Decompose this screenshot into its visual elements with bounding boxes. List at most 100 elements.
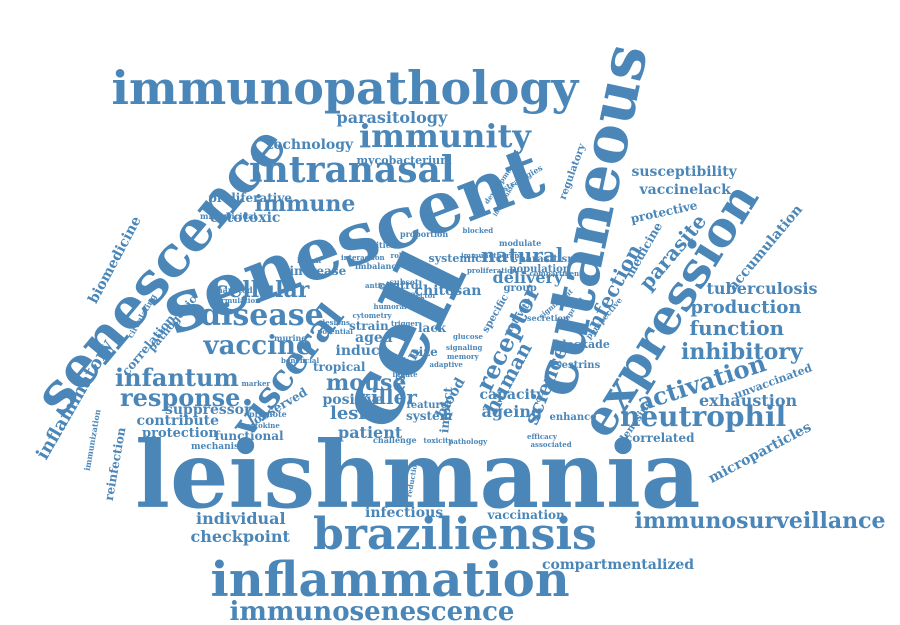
- cloud-word-susceptibility: susceptibility: [631, 164, 737, 180]
- cloud-word-murine: murine: [274, 333, 307, 343]
- cloud-word-beneficial: beneficial: [281, 355, 320, 365]
- cloud-word-compartment: compartment: [529, 268, 583, 278]
- cloud-word-vaccine: vaccine: [203, 331, 313, 361]
- cloud-word-killer: killer: [357, 385, 417, 409]
- cloud-word-size: size: [412, 345, 438, 359]
- cloud-word-vaccination: vaccination: [487, 508, 565, 522]
- cloud-word-secretion: secretion: [527, 313, 569, 323]
- cloud-word-antigen: antigen: [365, 280, 395, 290]
- cloud-word-promote: promote: [249, 409, 287, 419]
- cloud-word-production: production: [690, 297, 802, 318]
- cloud-word-tropical: tropical: [313, 360, 366, 374]
- cloud-word-positive: positive: [322, 392, 384, 408]
- cloud-word-cytometry: cytometry: [352, 310, 392, 320]
- cloud-word-exhaustion: exhaustion: [699, 391, 798, 410]
- cloud-word-immunotherapy: immunotherapy: [461, 250, 524, 260]
- cloud-word-correlated: correlated: [625, 431, 695, 445]
- cloud-word-microbicidal: microbicidal: [200, 211, 257, 221]
- cloud-word-aged: aged: [355, 330, 393, 346]
- cloud-word-mycobacterium: mycobacterium: [356, 153, 452, 167]
- cloud-word-increase: increase: [289, 264, 347, 278]
- cloud-word-mechanism: mechanism: [191, 441, 249, 452]
- cloud-word-strain: strain: [349, 319, 389, 333]
- cloud-word-marker: marker: [241, 378, 271, 388]
- cloud-word-blockade: blockade: [554, 337, 610, 351]
- cloud-word-braziliensis: braziliensis: [313, 509, 597, 560]
- cloud-word-disease: disease: [200, 298, 324, 333]
- cloud-word-sestrins: sestrins: [556, 360, 601, 371]
- cloud-word-innate: innate: [392, 369, 418, 379]
- cloud-word-adaptive: adaptive: [429, 359, 463, 369]
- cloud-word-potential: potential: [317, 326, 353, 336]
- cloud-word-signaling: signaling: [446, 342, 483, 352]
- cloud-word-group: group: [503, 283, 537, 294]
- cloud-word-modulate: modulate: [499, 238, 542, 248]
- cloud-word-systemic: systemic: [428, 251, 482, 265]
- cloud-word-exhausted: exhausted: [207, 285, 253, 295]
- cloud-word-immunity: immunity: [359, 117, 531, 155]
- cloud-word-system: system: [406, 409, 453, 423]
- cloud-word-immunopathology: immunopathology: [111, 61, 579, 115]
- cloud-word-lack: lack: [418, 321, 446, 335]
- cloud-word-cytokine: cytokine: [246, 420, 280, 430]
- cloud-word-immunization: immunization: [81, 408, 103, 472]
- cloud-word-efficacy: efficacy: [527, 431, 557, 441]
- cloud-word-patient: patient: [338, 423, 403, 442]
- cloud-word-lesions: lesions: [322, 317, 350, 327]
- cloud-word-delivery: delivery: [492, 268, 564, 287]
- cloud-word-challenge: challenge: [373, 435, 417, 445]
- cloud-word-humoral: humoral: [373, 301, 407, 311]
- cloud-word-cellular: cellular: [215, 277, 310, 303]
- cloud-word-functional: functional: [214, 429, 284, 443]
- cloud-word-blocked: blocked: [462, 225, 494, 235]
- cloud-word-compartmentalized: compartmentalized: [542, 557, 695, 573]
- cloud-word-trigger: trigger: [391, 318, 419, 328]
- cloud-word-proliferation: proliferation: [467, 265, 517, 275]
- cloud-word-effector: effector: [405, 290, 437, 300]
- cloud-word-ageing: ageing: [481, 402, 543, 421]
- cloud-word-leishmania: leishmania: [135, 421, 701, 529]
- cloud-word-immunosurveillance: immunosurveillance: [634, 508, 886, 534]
- cloud-word-activities: activities: [354, 240, 396, 250]
- cloud-word-mouse: mouse: [326, 370, 407, 396]
- cloud-word-proliferative: proliferative: [208, 191, 292, 205]
- cloud-word-cytotoxic: cytotoxic: [210, 210, 281, 226]
- cloud-word-lesion: lesion: [330, 403, 391, 424]
- cloud-word-subset: subset: [389, 277, 419, 287]
- cloud-word-tuberculosis: tuberculosis: [706, 279, 818, 298]
- cloud-word-interaction: interaction: [341, 252, 385, 262]
- cloud-word-glucose: glucose: [453, 331, 483, 341]
- cloud-word-neutrophil: neutrophil: [620, 400, 787, 433]
- cloud-word-induce: induce: [335, 343, 389, 359]
- cloud-word-proportion: proportion: [400, 229, 449, 239]
- cloud-word-parasitology: parasitology: [336, 108, 448, 127]
- cloud-word-parasitism: parasitism: [518, 254, 578, 265]
- cloud-word-response: response: [120, 383, 241, 412]
- cloud-word-function: function: [689, 316, 785, 340]
- cloud-word-reinfection: reinfection: [101, 426, 129, 502]
- cloud-word-immune: immune: [254, 191, 356, 217]
- cloud-word-capacity: capacity: [479, 387, 545, 403]
- cloud-word-contribute: contribute: [136, 413, 220, 429]
- cloud-word-memory: memory: [447, 351, 479, 361]
- cloud-word-pathology: pathology: [448, 436, 488, 446]
- cloud-word-infectious: infectious: [365, 505, 444, 521]
- cloud-word-associated: associated: [530, 439, 572, 449]
- cloud-word-inflammation: inflammation: [210, 552, 570, 608]
- cloud-word-lymph: lymph: [297, 255, 322, 265]
- cloud-word-infantum: infantum: [115, 363, 239, 392]
- cloud-word-individual: individual: [196, 509, 286, 528]
- cloud-word-imbalance: imbalance: [355, 261, 402, 271]
- cloud-word-natural: natural: [481, 243, 564, 267]
- cloud-word-feature: feature: [406, 400, 448, 411]
- cloud-word-toxicity: toxicity: [423, 435, 453, 445]
- cloud-word-technology: technology: [267, 137, 354, 153]
- cloud-word-inhibitory: inhibitory: [681, 339, 803, 365]
- cloud-word-control: control: [378, 278, 423, 292]
- cloud-word-role: role: [390, 250, 406, 260]
- cloud-word-chitosan: chitosan: [414, 283, 482, 299]
- cloud-word-kinase: kinase: [399, 293, 425, 303]
- cloud-word-population: population: [509, 264, 571, 275]
- cloud-word-checkpoint: checkpoint: [190, 527, 290, 546]
